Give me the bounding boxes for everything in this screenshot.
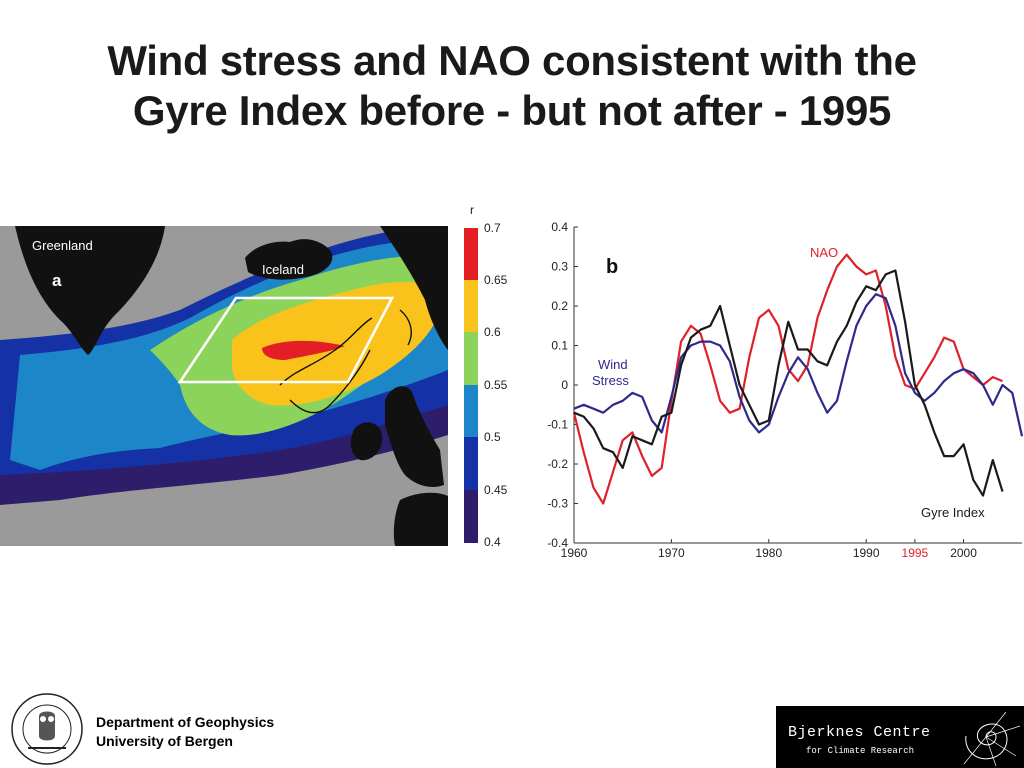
map-area: Greenland a Iceland [0, 226, 448, 546]
correlation-map-panel: Greenland a Iceland r 0.7 0.65 0.6 0.55 … [0, 200, 530, 550]
study-region-box [177, 296, 395, 384]
colorbar-tick-label: 0.4 [484, 535, 501, 549]
x-tick-label: 2000 [950, 546, 977, 560]
y-tick-label: -0.4 [547, 536, 568, 550]
time-series-panel: 0.4 0.3 0.2 0.1 0 -0.1 -0.2 -0.3 -0.4 1960 1970 19… [530, 215, 1024, 565]
legend-label-wind-stress: Wind Stress [592, 357, 629, 388]
x-tick-label-highlight: 1995 [902, 546, 929, 560]
slide-title-line1: Wind stress and NAO consistent with the [107, 37, 917, 84]
x-axis: 1960 1970 1980 1990 1995 2000 [561, 539, 977, 560]
x-tick-label: 1970 [658, 546, 685, 560]
y-axis: 0.4 0.3 0.2 0.1 0 -0.1 -0.2 -0.3 -0.4 [547, 220, 578, 550]
correlation-map: Greenland a Iceland r 0.7 0.65 0.6 0.55 … [0, 203, 508, 549]
time-series-chart: 0.40.30.20.10-0.1-0.2-0.3-0.4 1960 1970 19… [547, 220, 1024, 560]
shading-r-07-band [262, 340, 345, 360]
greenland-label: Greenland [32, 238, 93, 253]
iceland-landmass [245, 239, 333, 280]
y-tick-label: -0.3 [547, 497, 568, 511]
iceland-label: Iceland [262, 262, 304, 277]
slide-title-line2: Gyre Index before - but not after - 1995 [132, 87, 892, 134]
y-tick-label: -0.2 [547, 457, 568, 471]
series-line-nao [572, 253, 1003, 505]
footer-department: Department of Geophysics [96, 714, 275, 730]
shading-r-065-band [232, 281, 441, 406]
colorbar-tick-label: 0.45 [484, 483, 508, 497]
scandinavia-landmass [380, 226, 448, 350]
panel-a-letter: a [52, 271, 62, 290]
bjerknes-logo-title: Bjerknes Centre [788, 724, 931, 741]
colorbar-swatch-06 [464, 332, 478, 385]
y-tick-label: 0.3 [551, 260, 568, 274]
y-tick-label: 0.1 [551, 339, 568, 353]
ireland-landmass [350, 422, 383, 461]
legend-label-gyre-index: Gyre Index [921, 505, 985, 520]
europe-landmass [393, 492, 448, 546]
colorbar-swatch-045 [464, 490, 478, 543]
colorbar-swatch-05 [464, 437, 478, 490]
britain-landmass [385, 386, 444, 487]
y-tick-label: 0.2 [551, 299, 568, 313]
series-line-gyre-index [573, 269, 1004, 497]
legend-label-nao: NAO [810, 245, 838, 260]
series-line-wind-stress [573, 293, 1024, 437]
footer-institution: Department of Geophysics University of B… [96, 713, 274, 751]
plot-frame [573, 227, 1022, 544]
colorbar-tick-label: 0.55 [484, 378, 508, 392]
colorbar-tick-label: 0.7 [484, 221, 501, 235]
coastline-outline [279, 309, 412, 414]
slide-title: Wind stress and NAO consistent with the … [20, 36, 1004, 136]
colorbar-swatch-07 [464, 228, 478, 280]
greenland-landmass [15, 226, 165, 355]
colorbar-tick-label: 0.65 [484, 273, 508, 287]
x-tick-label: 1990 [853, 546, 880, 560]
colorbar: r 0.7 0.65 0.6 0.55 0.5 0.45 0.4 [464, 203, 508, 549]
footer-university: University of Bergen [96, 733, 233, 749]
colorbar-tick-label: 0.6 [484, 325, 501, 339]
bjerknes-logo-subtitle: for Climate Research [806, 746, 915, 756]
y-tick-label: 0.4 [551, 220, 568, 234]
y-tick-label: 0 [561, 378, 568, 392]
y-tick-label: -0.1 [547, 418, 568, 432]
colorbar-tick-label: 0.5 [484, 430, 501, 444]
colorbar-title: r [470, 203, 474, 217]
spiral-graphic [963, 711, 1021, 767]
series-lines [572, 253, 1024, 505]
x-tick-label: 1980 [755, 546, 782, 560]
bjerknes-centre-logo: Bjerknes Centre for Climate Research [776, 706, 1024, 768]
x-tick-label: 1960 [561, 546, 588, 560]
colorbar-swatch-055 [464, 385, 478, 437]
panel-b-letter: b [606, 256, 618, 278]
university-seal-logo [11, 693, 83, 765]
colorbar-swatch-065 [464, 280, 478, 332]
